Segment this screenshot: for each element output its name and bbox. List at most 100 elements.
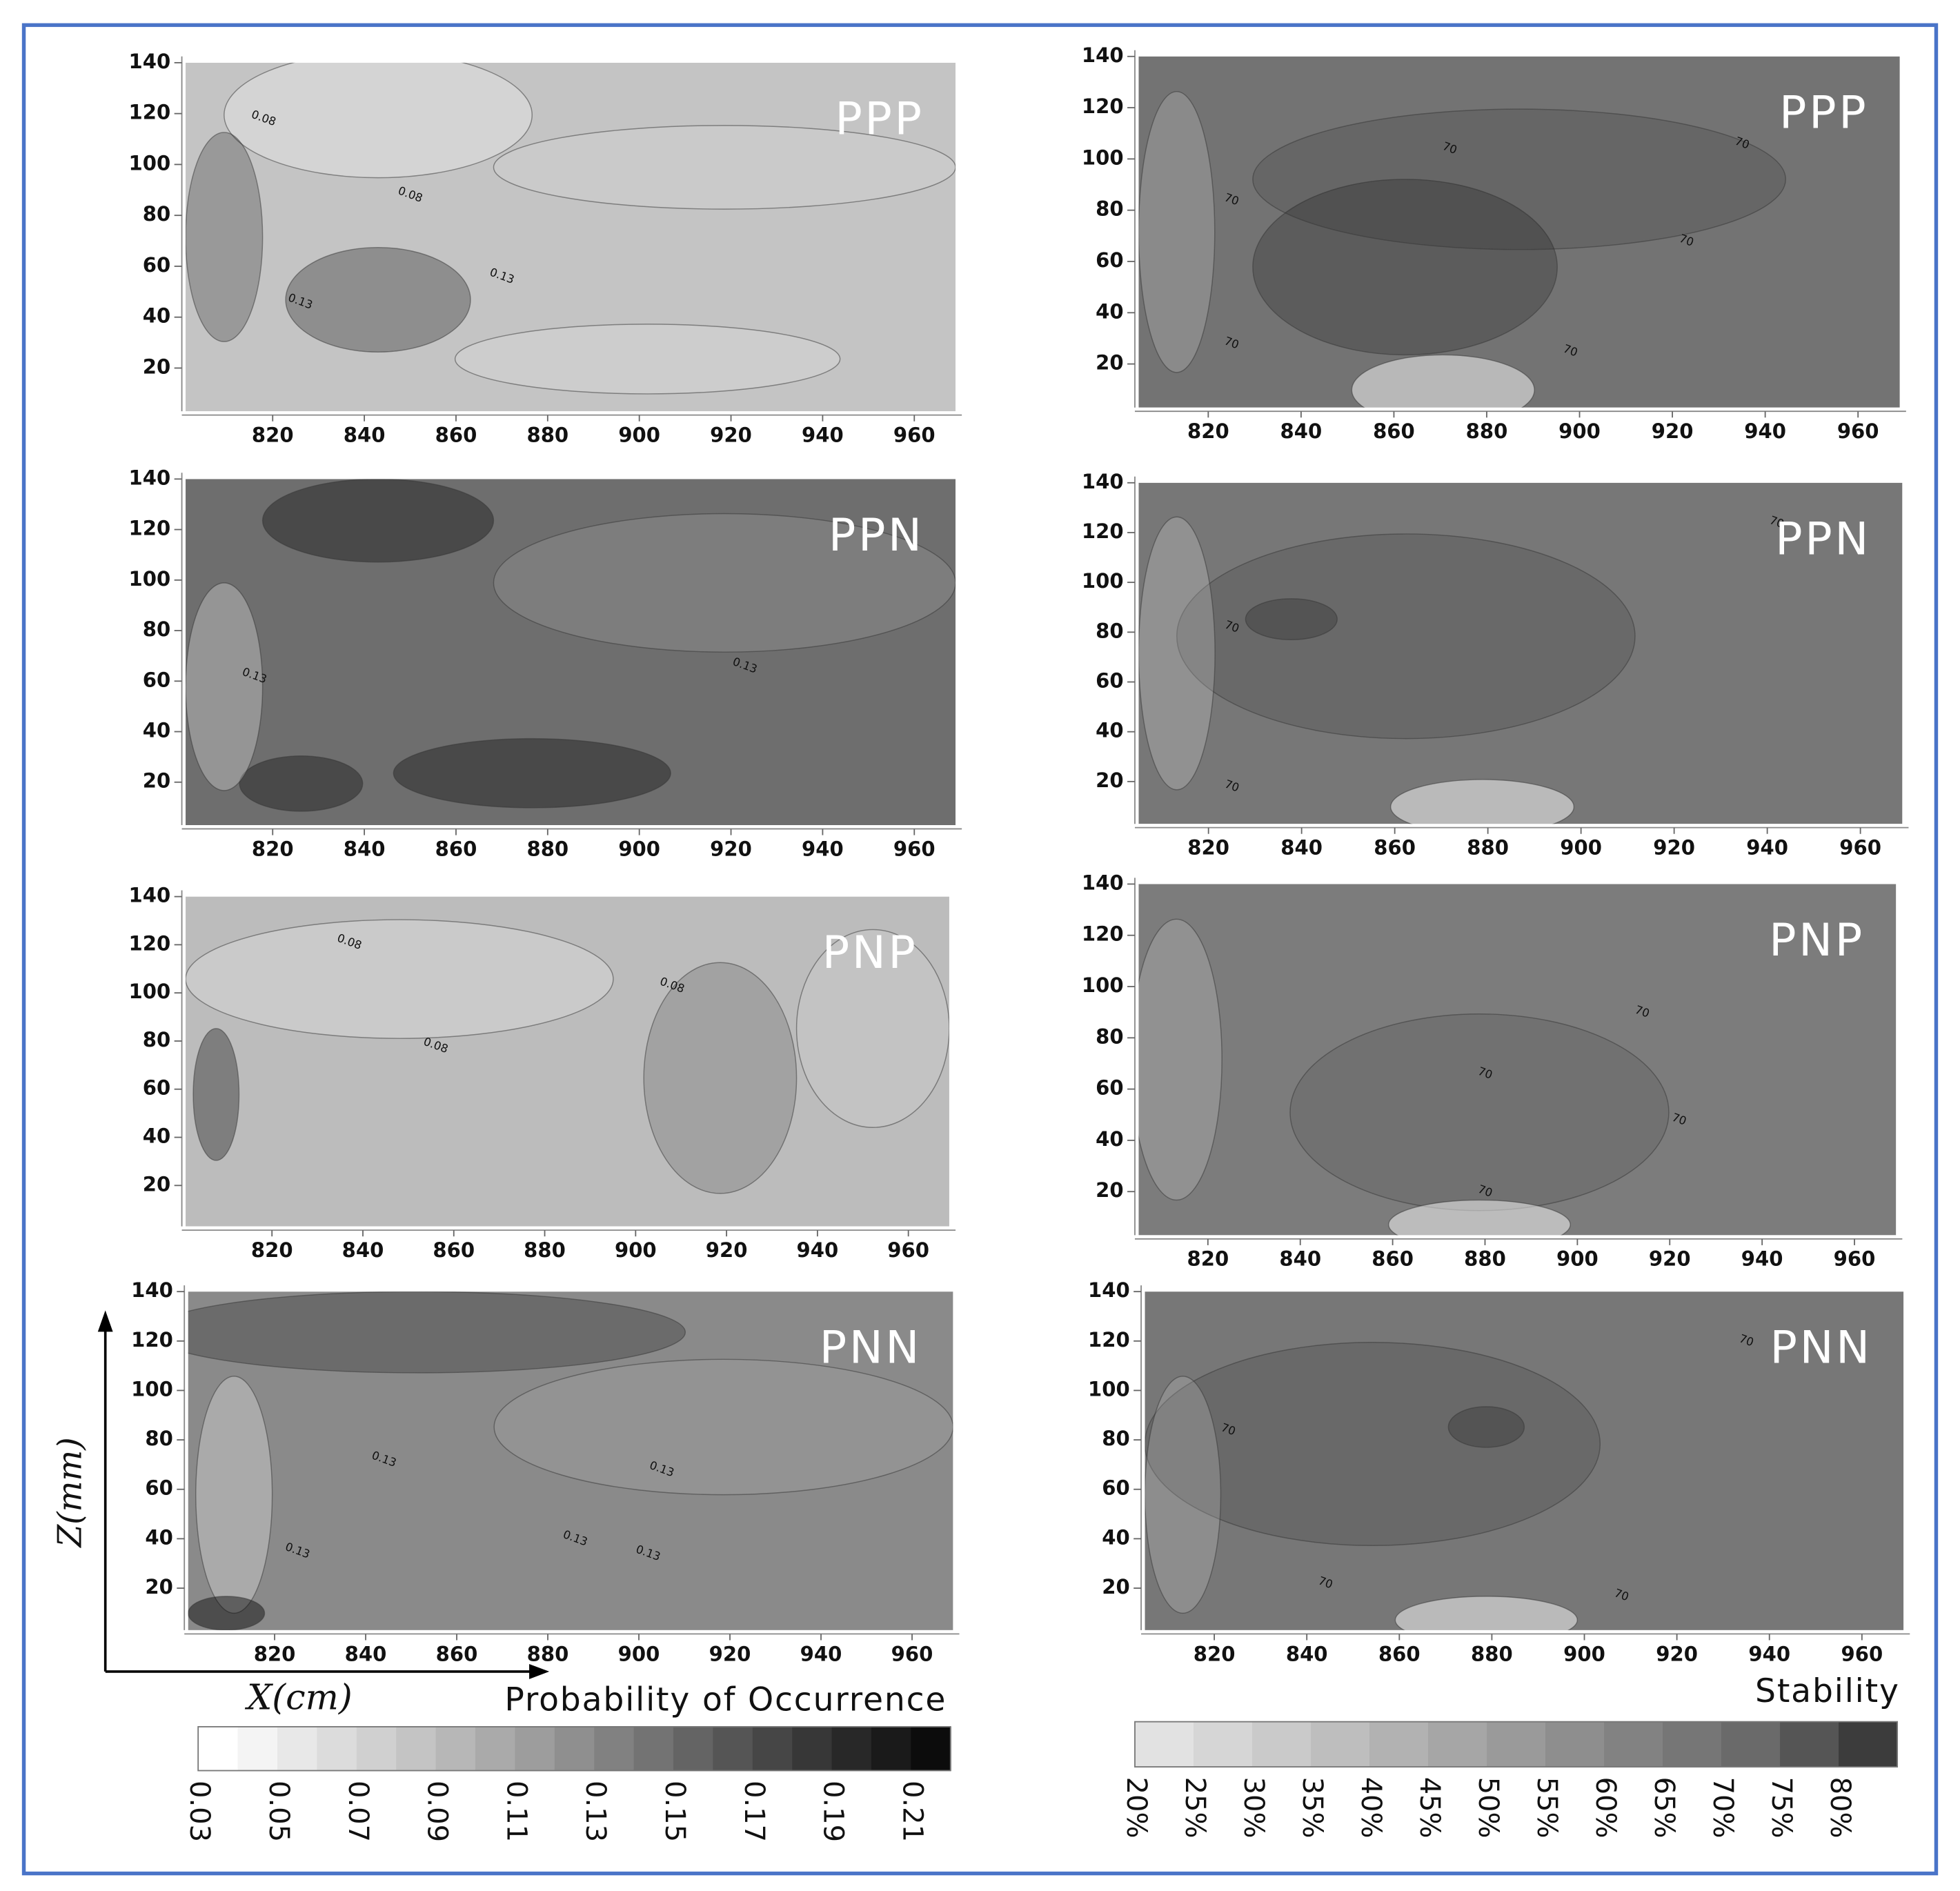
contour-panel: 20 40 60 80 100 120 140 820 840 860 880 900 920 940 96…: [1088, 1278, 1910, 1665]
y-tick-label: 140: [131, 1278, 173, 1302]
y-tick-label: 40: [1096, 299, 1123, 323]
contour-region: [186, 582, 264, 791]
colorbar-tick-label: 0.03: [184, 1781, 215, 1842]
colorbar-swatch: [277, 1726, 318, 1771]
contour-region: [393, 737, 671, 809]
x-tick-label: 820: [1187, 419, 1229, 443]
y-tick-label: 100: [1082, 569, 1124, 593]
contour-region: [493, 125, 956, 210]
x-tick-label: 820: [1187, 1247, 1229, 1271]
x-tick-label: 900: [1563, 1642, 1605, 1665]
x-tick-label: 840: [1286, 1642, 1328, 1665]
colorbar-swatch: [515, 1726, 555, 1771]
contour-region: [493, 1358, 953, 1496]
x-tick-label: 960: [1837, 419, 1879, 443]
x-tick-label: 960: [893, 424, 936, 447]
y-tick-label: 20: [1102, 1575, 1129, 1598]
panel-title: PNN: [820, 1322, 922, 1374]
x-tick-label: 940: [802, 424, 844, 447]
y-tick-label: 40: [143, 719, 170, 742]
colorbar-tick-label: 0.13: [580, 1781, 611, 1842]
panel-title: PNP: [1769, 914, 1865, 967]
y-tick-label: 100: [1082, 973, 1124, 997]
x-tick-label: 860: [433, 1238, 475, 1262]
x-axis-label: X(cm): [244, 1678, 353, 1719]
colorbar-swatch: [792, 1726, 833, 1771]
x-tick-label: 860: [1378, 1642, 1420, 1665]
y-tick-label: 100: [1088, 1377, 1130, 1400]
x-tick-label: 920: [1649, 1247, 1691, 1271]
x-tick-label: 880: [1471, 1642, 1513, 1665]
colorbar-swatch: [1487, 1721, 1546, 1768]
colorbar-tick-label: 55%: [1531, 1777, 1563, 1839]
colorbar-swatch: [633, 1726, 674, 1771]
contour-field: [186, 479, 956, 826]
colorbar-tick-label: 0.19: [818, 1781, 849, 1842]
x-tick-label: 860: [1373, 419, 1415, 443]
panel-title: PPP: [1779, 86, 1868, 139]
contour-region: [224, 62, 533, 179]
contour-panel: 20 40 60 80 100 120 140 820 840 860 880 900 920 940 96…: [1082, 43, 1906, 443]
x-tick-label: 840: [1280, 836, 1323, 860]
y-tick-label: 60: [1102, 1476, 1129, 1500]
y-tick-label: 140: [129, 884, 171, 907]
colorbar-swatch: [237, 1726, 278, 1771]
y-tick-label: 20: [1096, 351, 1123, 375]
colorbar-swatch: [317, 1726, 357, 1771]
y-tick-label: 120: [129, 517, 171, 540]
colorbar-swatch: [911, 1726, 951, 1771]
colorbar-tick-label: 80%: [1824, 1777, 1856, 1839]
x-arrow-head: [529, 1664, 550, 1679]
contour-panel: 20 40 60 80 100 120 140 820 840 860 880 900 920 940 96…: [51, 1278, 960, 1719]
y-tick-label: 20: [143, 355, 170, 378]
colorbar-swatch: [1193, 1721, 1253, 1768]
y-tick-label: 80: [145, 1427, 172, 1450]
x-tick-label: 920: [1652, 419, 1694, 443]
x-tick-label: 880: [1467, 836, 1509, 860]
colorbar-swatch: [1780, 1721, 1840, 1768]
contour-field: [1138, 482, 1903, 824]
colorbar-swatch: [1428, 1721, 1487, 1768]
x-tick-label: 820: [1194, 1642, 1236, 1665]
colorbar-swatch: [1839, 1721, 1899, 1768]
contour-field: [186, 896, 949, 1227]
colorbar-border: [197, 1725, 951, 1772]
contour-region: [1394, 1596, 1578, 1630]
x-tick-label: 900: [618, 1642, 660, 1665]
contour-panel: 20 40 60 80 100 120 140 820 840 860 880 900 920 940 96…: [1082, 470, 1909, 860]
y-tick-label: 100: [1082, 146, 1124, 169]
x-tick-label: 960: [891, 1642, 933, 1665]
colorbar-swatch: [475, 1726, 516, 1771]
contour-region: [454, 324, 841, 395]
x-tick-label: 820: [1187, 836, 1229, 860]
colorbar-tick-label: 30%: [1238, 1777, 1269, 1839]
colorbar-tick-label: 75%: [1765, 1777, 1797, 1839]
panel-title: PNP: [822, 927, 918, 979]
contour-region: [186, 919, 614, 1039]
x-tick-label: 960: [893, 837, 936, 860]
x-tick-label: 920: [710, 424, 752, 447]
colorbar-swatch: [1545, 1721, 1605, 1768]
x-tick-label: 860: [435, 837, 477, 860]
y-tick-label: 80: [1096, 1024, 1123, 1048]
y-tick-label: 120: [129, 931, 171, 955]
contour-region: [239, 755, 364, 812]
colorbar-swatch: [1721, 1721, 1781, 1768]
contour-region: [1245, 598, 1338, 640]
contour-region: [1252, 108, 1786, 250]
contour-panel: 20 40 60 80 100 120 140 820 840 860 880 900 920 940 96…: [129, 884, 956, 1262]
x-tick-label: 840: [344, 837, 386, 860]
colorbar-swatch: [831, 1726, 872, 1771]
x-tick-label: 940: [802, 837, 844, 860]
x-tick-label: 860: [1374, 836, 1416, 860]
colorbar-tick-label: 0.07: [342, 1781, 374, 1842]
colorbar-swatch: [356, 1726, 397, 1771]
contour-panel: 20 40 60 80 100 120 140 820 840 860 880 900 920 940 96…: [1082, 871, 1903, 1271]
x-tick-label: 920: [710, 837, 752, 860]
x-tick-label: 880: [526, 837, 568, 860]
y-tick-label: 120: [131, 1328, 173, 1352]
x-tick-label: 820: [252, 424, 294, 447]
x-tick-label: 900: [615, 1238, 657, 1262]
x-tick-label: 860: [1372, 1247, 1414, 1271]
